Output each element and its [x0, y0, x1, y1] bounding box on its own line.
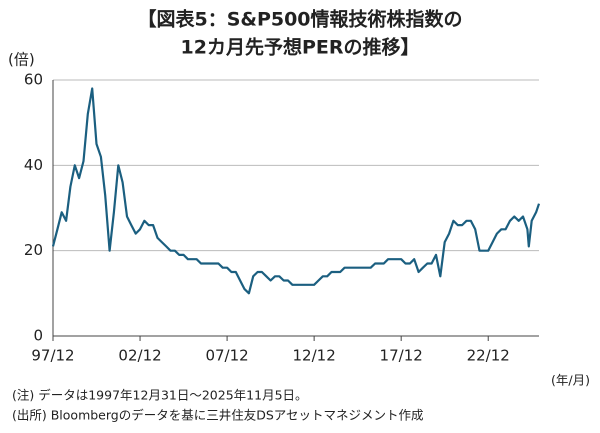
- y-tick-label: 60: [24, 71, 43, 89]
- y-axis-unit: (倍): [8, 51, 35, 69]
- y-tick-label: 20: [24, 241, 43, 259]
- y-tick-label: 0: [33, 327, 43, 345]
- x-tick-label: 97/12: [31, 347, 74, 365]
- y-tick-label: 40: [24, 156, 43, 174]
- x-tick-label: 17/12: [380, 347, 423, 365]
- x-axis-unit: (年/月): [551, 373, 590, 388]
- data-line: [51, 87, 541, 295]
- x-tick-label: 02/12: [118, 347, 161, 365]
- note: (出所) Bloombergのデータを基に三井住友DSアセットマネジメント作成: [12, 408, 424, 423]
- x-tick-label: 07/12: [205, 347, 248, 365]
- x-tick-label: 12/12: [293, 347, 336, 365]
- chart-title: 【図表5：S&P500情報技術株指数の: [137, 8, 462, 31]
- x-tick-label: 22/12: [467, 347, 510, 365]
- note: (注) データは1997年12月31日～2025年11月5日。: [12, 388, 308, 403]
- chart-title: 12カ月先予想PERの推移】: [181, 36, 420, 59]
